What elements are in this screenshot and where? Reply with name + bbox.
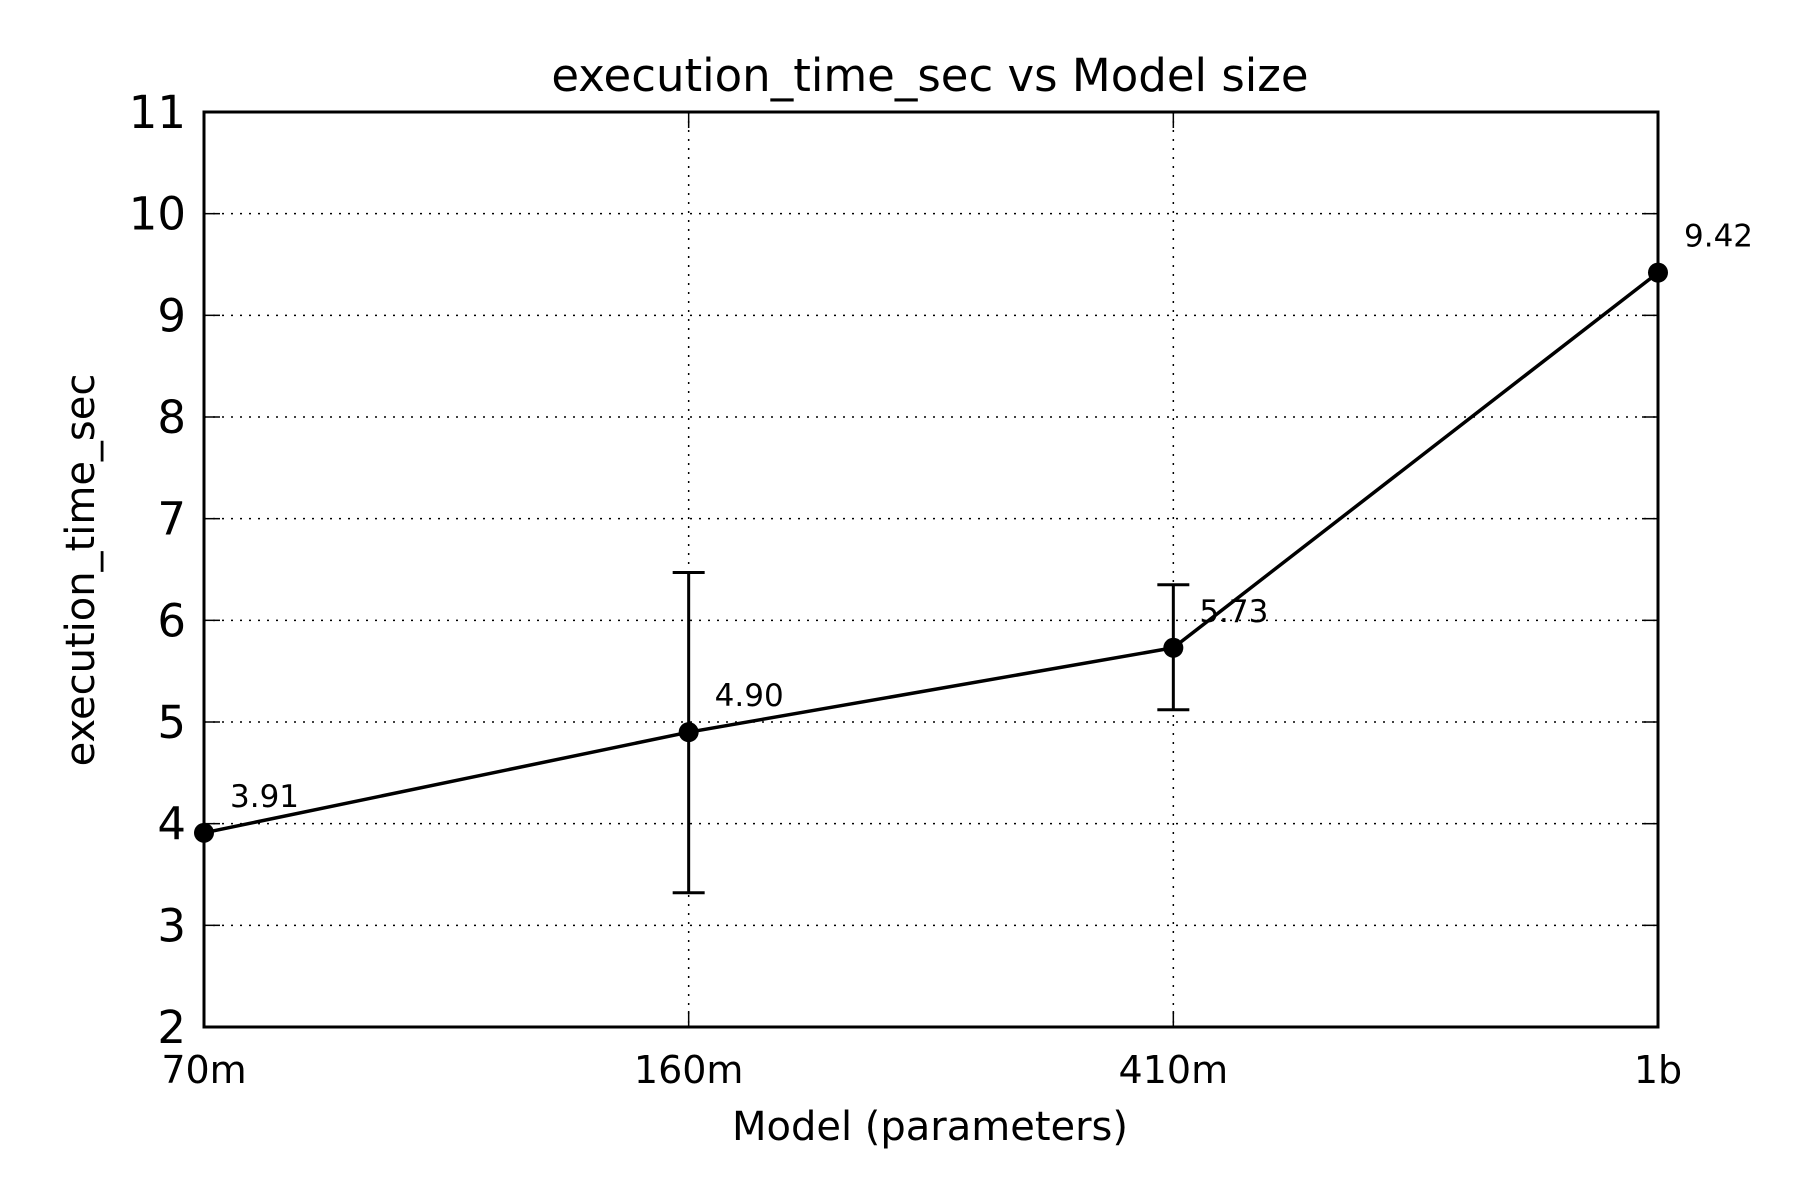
y-tick-label: 8 <box>157 391 186 444</box>
grid-layer <box>204 112 1658 1027</box>
tick-layer: 2 3 4 5 6 7 8 9 10 11 70m 160m 410m 1b <box>129 86 1682 1092</box>
data-label-layer: 3.91 4.90 5.73 9.42 <box>230 219 1753 815</box>
y-tick-label: 7 <box>157 493 186 546</box>
y-tick-label: 9 <box>157 289 186 342</box>
data-point <box>678 722 699 743</box>
series-line <box>203 271 1660 835</box>
y-tick-label: 6 <box>157 594 186 647</box>
y-tick-label: 10 <box>129 188 186 241</box>
y-tick-label: 5 <box>157 696 186 749</box>
x-axis-label: Model (parameters) <box>732 1104 1128 1150</box>
x-tick-label: 70m <box>161 1048 246 1092</box>
plot-frame <box>202 110 1660 1029</box>
x-tick-label: 160m <box>634 1048 744 1092</box>
data-label: 9.42 <box>1684 219 1753 255</box>
marker-layer <box>194 262 1668 843</box>
y-tick-label: 11 <box>129 86 186 139</box>
x-tick-label: 1b <box>1634 1048 1682 1092</box>
y-tick-label: 4 <box>157 798 186 851</box>
series-layer <box>203 271 1660 835</box>
error-bars <box>672 571 1190 895</box>
chart-title: execution_time_sec vs Model size <box>551 49 1308 102</box>
data-label: 5.73 <box>1199 594 1268 630</box>
x-tick-label: 410m <box>1119 1048 1229 1092</box>
y-tick-label: 2 <box>157 1001 186 1054</box>
data-label: 3.91 <box>230 779 299 815</box>
y-axis-label: execution_time_sec <box>58 374 104 767</box>
data-label: 4.90 <box>715 678 784 714</box>
data-point <box>1163 637 1184 658</box>
y-tick-label: 3 <box>157 899 186 952</box>
